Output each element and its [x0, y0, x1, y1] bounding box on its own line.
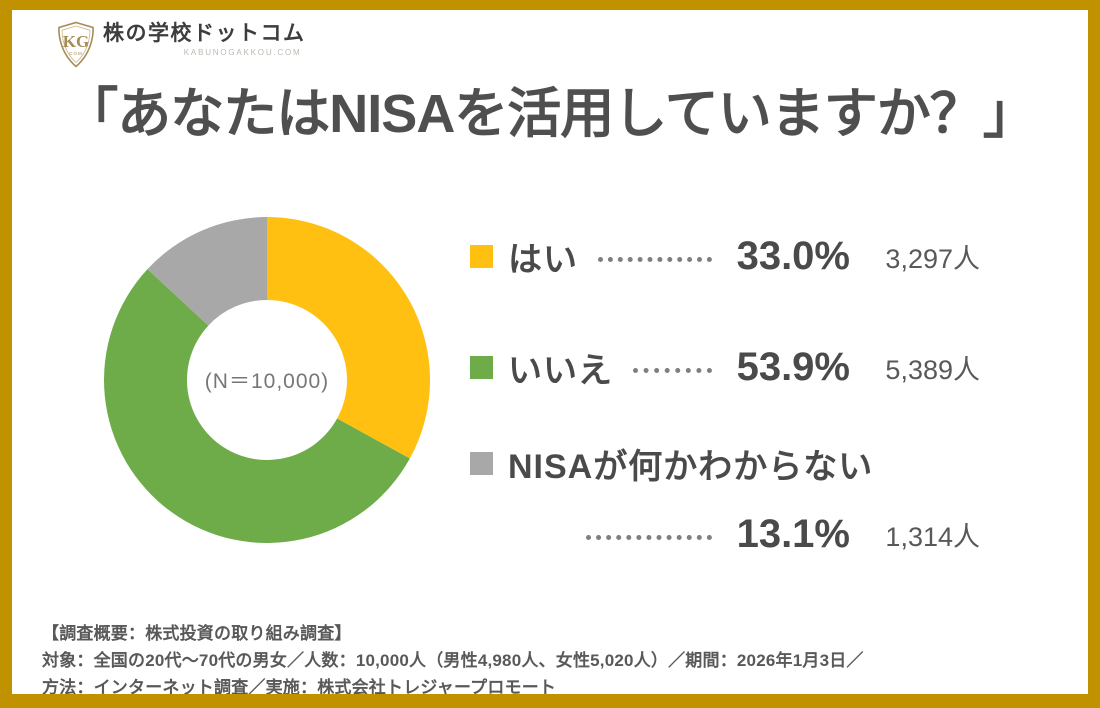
brand-domain: KABUNOGAKKOU.COM [183, 48, 302, 58]
legend-row-yes: はい 33.0% 3,297人 [470, 230, 980, 282]
brand-logo: KG COM 株の学校ドットコム KABUNOGAKKOU.COM [56, 21, 306, 68]
donut-segment-unknown [147, 217, 267, 326]
donut-segment-yes [267, 217, 430, 459]
shield-logo-icon: KG COM [58, 21, 94, 68]
legend-label-unknown: NISAが何かわからない [508, 448, 874, 486]
survey-overview-detail-2: 方法：インターネット調査／実施：株式会社トレジャープロモート [42, 678, 557, 697]
legend-count-yes: 3,297人 [885, 243, 980, 274]
legend-swatch-no [470, 355, 493, 379]
legend-count-no: 5,389人 [885, 354, 980, 385]
legend-label-no: いいえ [508, 351, 613, 390]
legend-percent-yes: 33.0% [736, 233, 850, 278]
legend-percent-unknown: 13.1% [736, 511, 850, 556]
legend-row-no: いいえ 53.9% 5,389人 [470, 341, 980, 393]
survey-overview: 【調査概要：株式投資の取り組み調査】 対象：全国の20代～70代の男女／人数：1… [42, 620, 1062, 697]
chart-legend: はい 33.0% 3,297人いいえ 53.9% 5,389人 NISAが何かわからない 1… [470, 230, 980, 560]
leader-dots [633, 367, 712, 373]
legend-label-yes: はい [508, 240, 578, 279]
page-title: 「あなたはNISAを活用していますか？」 [64, 84, 1036, 144]
legend-row-unknown: NISAが何かわからない 13.1% 1,314人 [470, 439, 980, 560]
survey-overview-detail-1: 対象：全国の20代～70代の男女／人数：10,000人（男性4,980人、女性5… [42, 651, 864, 670]
donut-chart-area: (N＝10,000) [104, 217, 430, 543]
legend-percent-no: 53.9% [736, 344, 850, 389]
donut-segment-no [104, 269, 410, 543]
legend-swatch-unknown [470, 452, 493, 475]
leader-dots [586, 534, 712, 540]
survey-overview-heading: 【調査概要：株式投資の取り組み調査】 [42, 624, 352, 643]
leader-dots [598, 256, 712, 262]
legend-row-unknown-values: 13.1% 1,314人 [470, 508, 980, 560]
legend-count-unknown: 1,314人 [885, 521, 980, 552]
shield-monogram: KG [63, 32, 89, 51]
legend-swatch-yes [470, 244, 493, 268]
brand-name: 株の学校ドットコム [103, 22, 306, 45]
donut-chart [104, 217, 430, 543]
shield-monogram-sub: COM [69, 51, 83, 56]
